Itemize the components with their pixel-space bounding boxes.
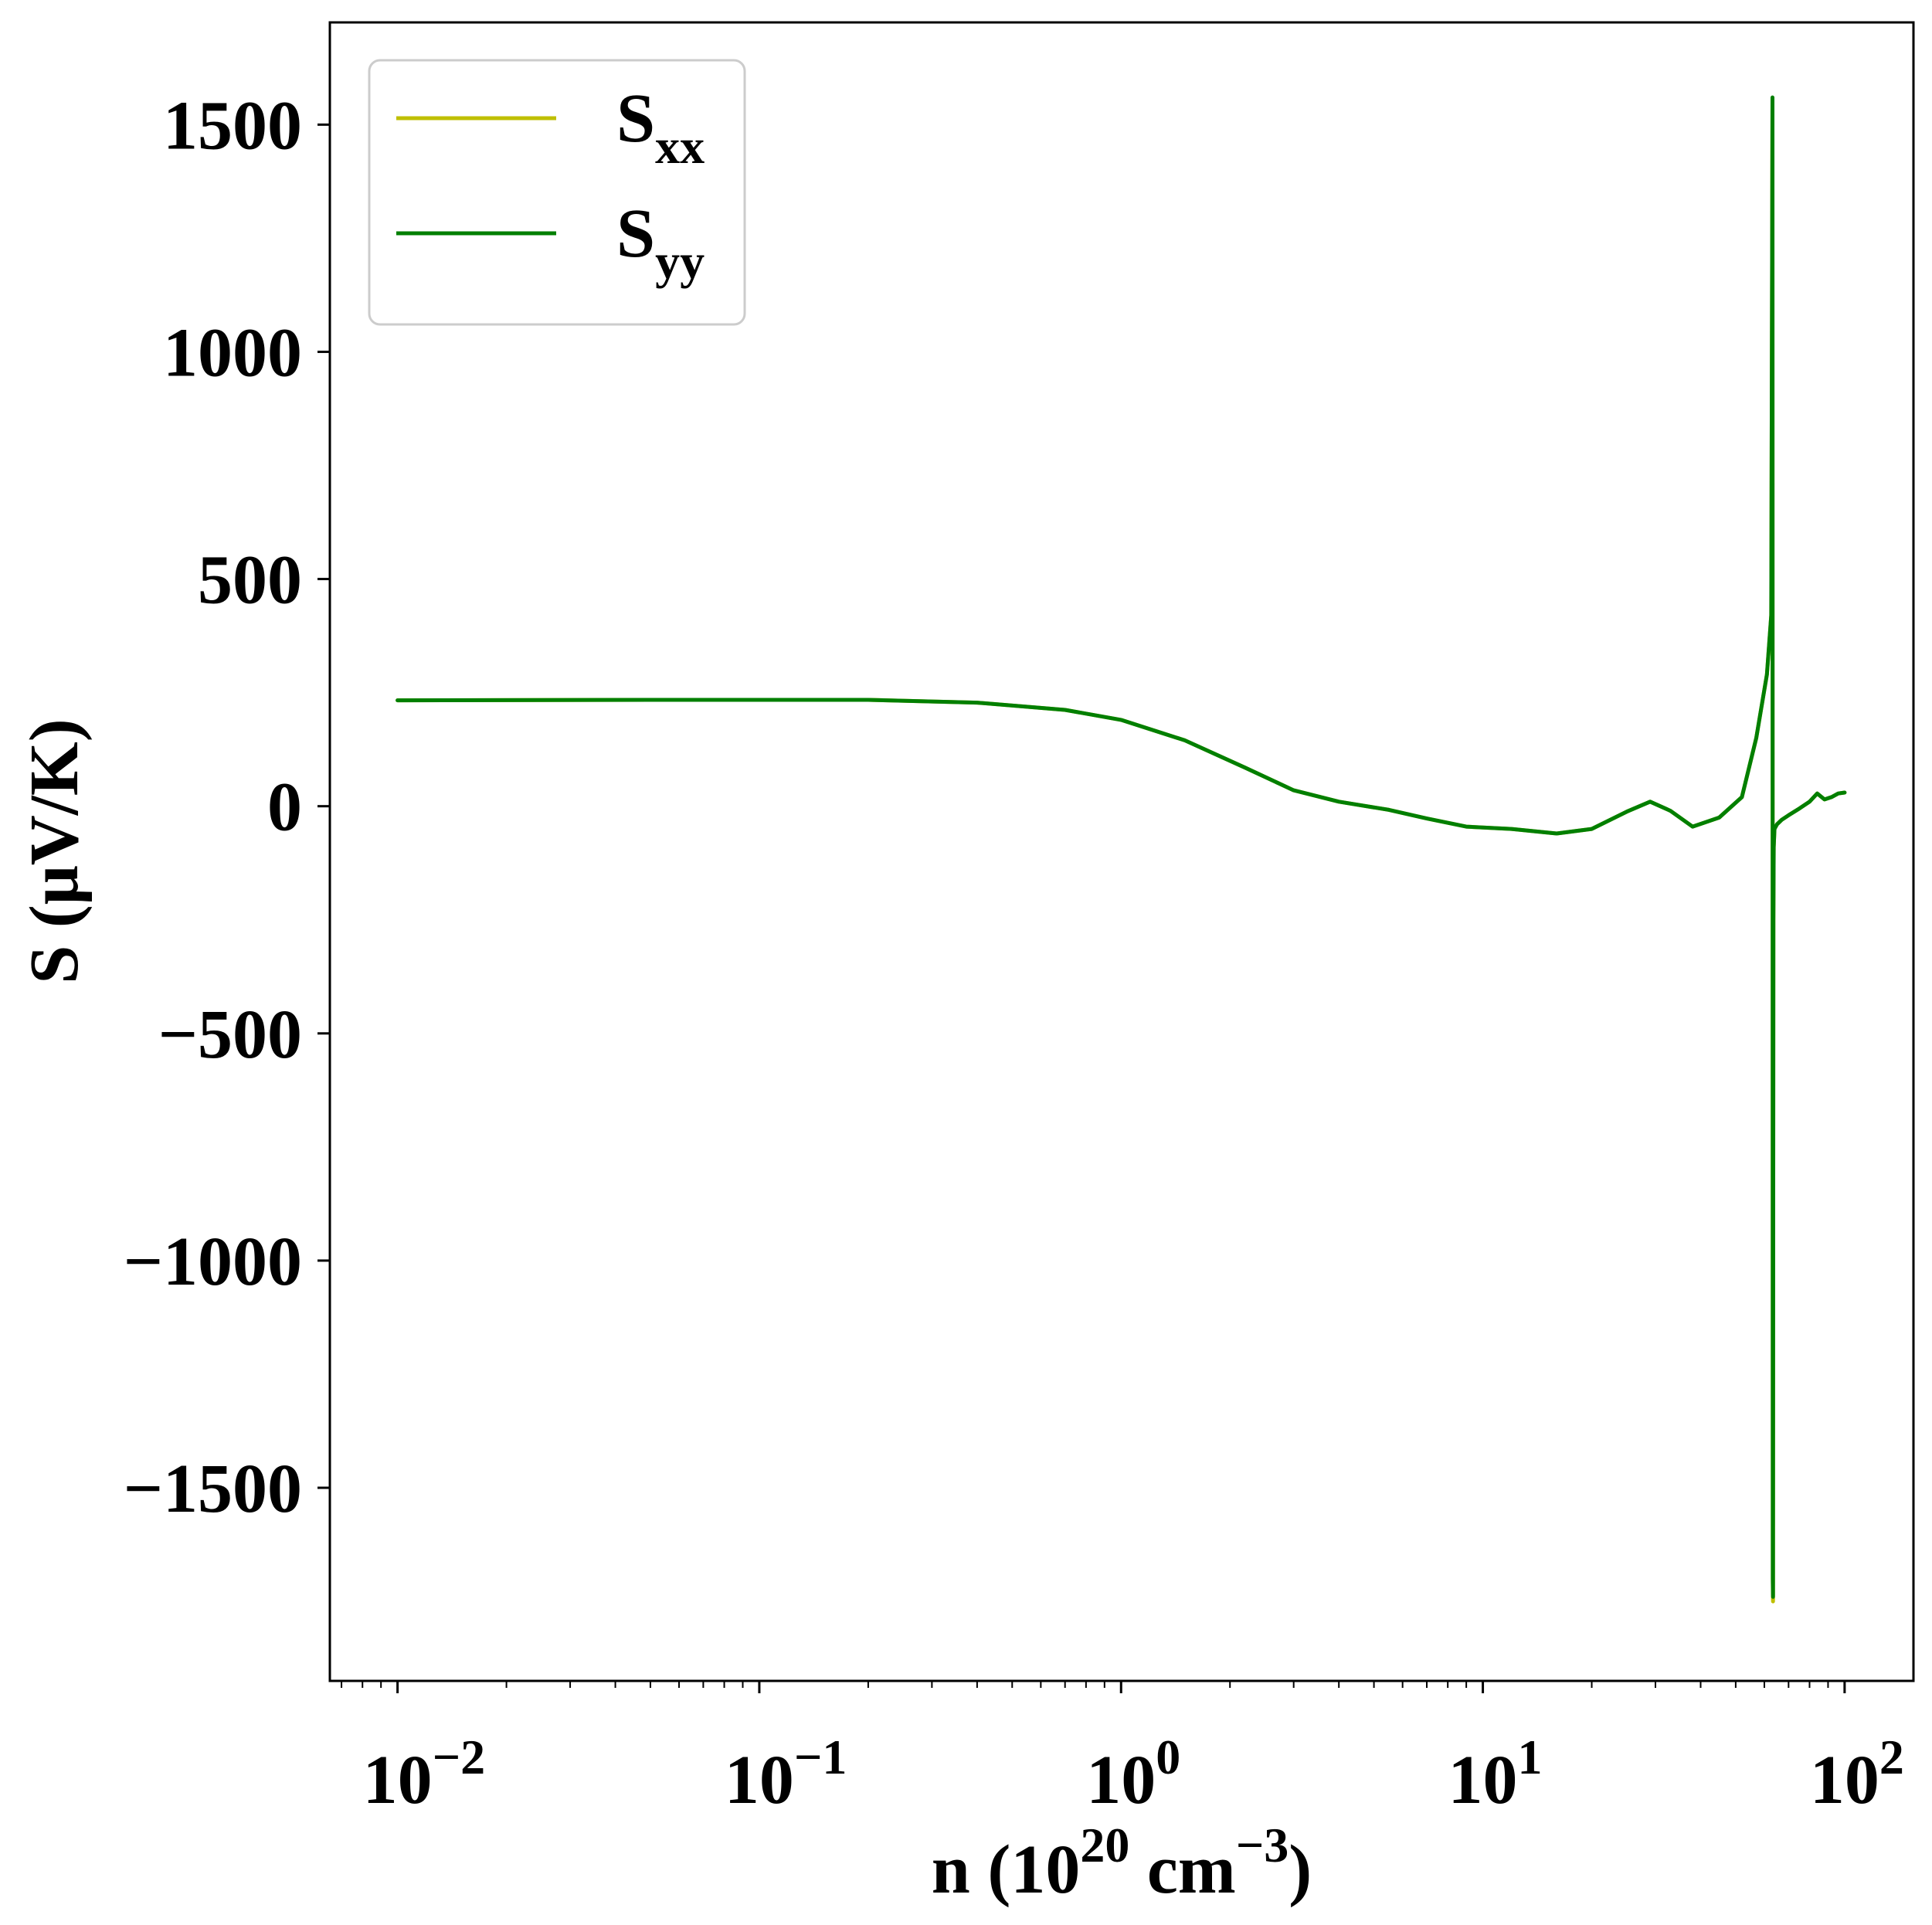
legend-label-syy-sub: yy bbox=[655, 234, 705, 289]
legend-label-syy-base: S bbox=[616, 195, 655, 272]
ticks-layer: 1500 1000 500 0 −500 −1000 −1500 10−2 10−1 100 101… bbox=[124, 87, 1904, 1818]
y-tick-label: 1500 bbox=[163, 87, 302, 164]
series-layer bbox=[396, 95, 1847, 1604]
y-axis-label: S (μV/K) bbox=[16, 718, 93, 984]
x-axis-label: n (1020 cm−3) bbox=[932, 1818, 1312, 1908]
y-tick-label: 1000 bbox=[163, 314, 302, 391]
x-axis-label-end: ) bbox=[1289, 1832, 1312, 1908]
x-tick-label: 100 bbox=[1086, 1730, 1180, 1818]
legend: Sxx Syy bbox=[368, 59, 746, 326]
series-line-s-yy bbox=[396, 95, 1847, 1599]
x-tick-label: 102 bbox=[1810, 1730, 1904, 1818]
legend-frame bbox=[368, 59, 746, 326]
legend-label-sxx-sub: xx bbox=[655, 119, 705, 174]
y-tick-label: −1000 bbox=[124, 1224, 302, 1300]
x-tick-label: 10−1 bbox=[725, 1730, 847, 1818]
x-axis-label-sup1: 20 bbox=[1080, 1818, 1129, 1872]
y-tick-label: −1500 bbox=[124, 1451, 302, 1527]
y-tick-label: 0 bbox=[267, 769, 302, 846]
y-tick-label: 500 bbox=[198, 542, 302, 619]
y-tick-label: −500 bbox=[158, 996, 302, 1073]
legend-label-sxx-base: S bbox=[616, 80, 655, 157]
legend-label-syy: Syy bbox=[616, 195, 705, 289]
x-tick-label: 101 bbox=[1448, 1730, 1543, 1818]
x-tick-label: 10−2 bbox=[363, 1730, 485, 1818]
x-axis-label-main: n (10 bbox=[932, 1832, 1081, 1908]
x-axis-label-mid: cm bbox=[1129, 1832, 1235, 1908]
x-axis-label-sup2: −3 bbox=[1236, 1818, 1289, 1872]
legend-label-sxx: Sxx bbox=[616, 80, 705, 174]
